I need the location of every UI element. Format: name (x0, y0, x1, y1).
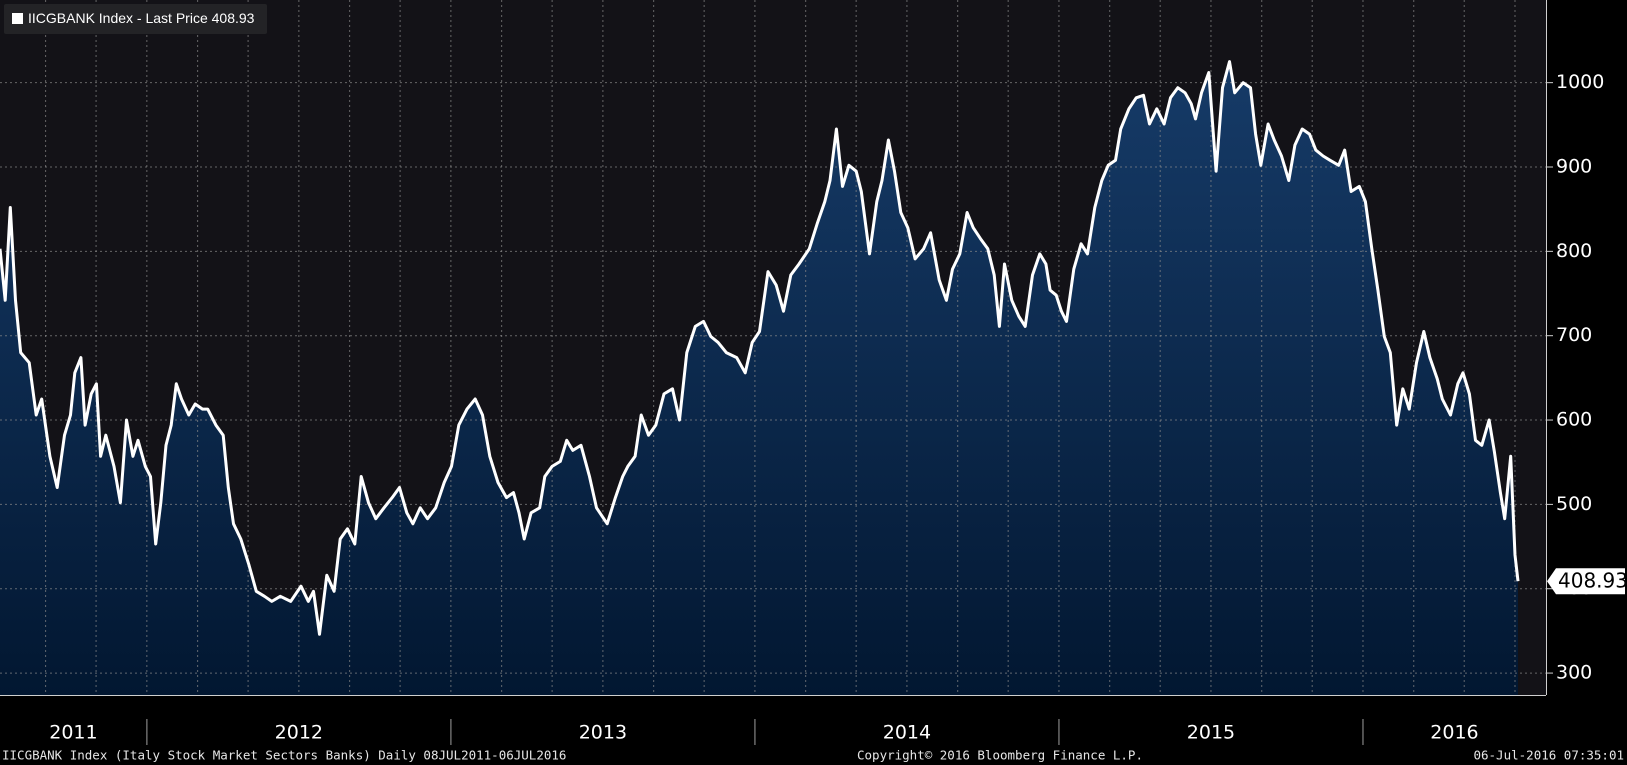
y-tick-label: 500 (1556, 493, 1592, 515)
y-tick-label: 800 (1556, 240, 1592, 262)
y-tick-label: 1000 (1556, 71, 1604, 93)
x-tick-label: 2016 (1430, 722, 1478, 744)
area (0, 61, 1518, 696)
y-tick-label: 600 (1556, 409, 1592, 431)
x-tick-label: 2015 (1187, 722, 1235, 744)
y-tick-label: 700 (1556, 324, 1592, 346)
x-tick-label: 2011 (49, 722, 97, 744)
line (0, 60, 1520, 636)
last-price-label: 408.93 (1558, 569, 1627, 593)
y-tick-label: 300 (1556, 662, 1592, 684)
legend-swatch (12, 13, 23, 24)
y-tick-label: 900 (1556, 156, 1592, 178)
legend-background (4, 4, 267, 34)
legend-label: IICGBANK Index - Last Price 408.93 (28, 10, 255, 26)
x-tick-label: 2014 (883, 722, 931, 744)
x-tick-label: 2013 (579, 722, 627, 744)
last-price-box (1547, 568, 1625, 595)
footer-left: IICGBANK Index (Italy Stock Market Secto… (2, 748, 566, 763)
footer-center: Copyright© 2016 Bloomberg Finance L.P. (857, 748, 1143, 763)
x-tick-label: 2012 (275, 722, 323, 744)
legend: IICGBANK Index - Last Price 408.93 (4, 4, 267, 34)
footer-right: 06-Jul-2016 07:35:01 (1473, 748, 1624, 763)
